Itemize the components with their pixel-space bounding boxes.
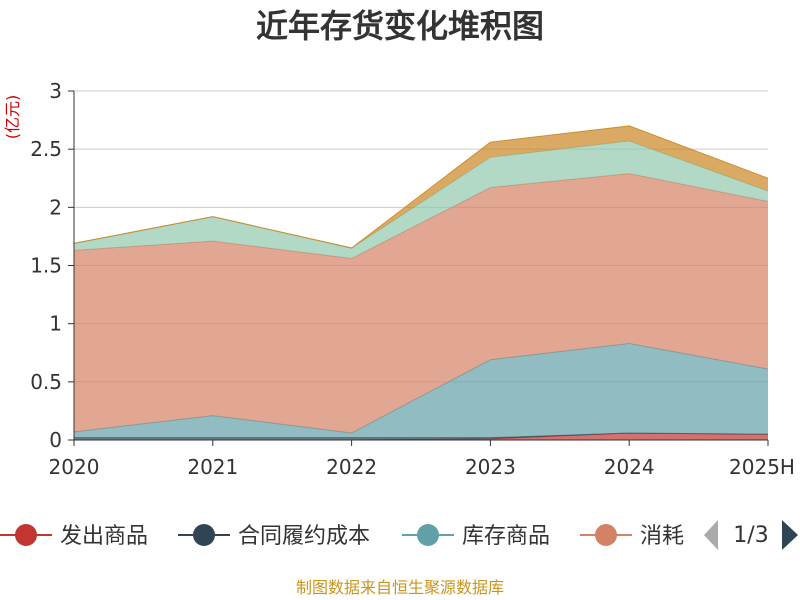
legend-pager: 1/3 <box>704 520 798 550</box>
x-tick-label: 2022 <box>326 455 377 479</box>
y-tick-label: 1 <box>49 312 62 336</box>
area-series-3 <box>74 173 768 434</box>
legend-next-arrow-icon[interactable] <box>782 520 798 550</box>
line-series-5 <box>73 125 769 249</box>
area-series-4 <box>74 141 768 259</box>
y-axis-unit-label: (亿元) <box>3 95 22 140</box>
y-tick-label: 1.5 <box>30 254 62 278</box>
area-series-1 <box>74 433 768 440</box>
legend-label: 合同履约成本 <box>238 524 370 549</box>
axis-layer: 0 0.5 1 1.5 2 2.5 3 2020 2021 2022 2023 2024 2025H <box>30 79 795 479</box>
chart-title: 近年存货变化堆积图 <box>255 7 544 45</box>
legend-page-indicator: 1/3 <box>733 523 768 548</box>
x-tick-label: 2024 <box>604 455 655 479</box>
y-tick-label: 2 <box>49 195 62 219</box>
legend-label: 消耗 <box>640 524 684 549</box>
x-tick-label: 2023 <box>465 455 516 479</box>
x-tick-label: 2020 <box>49 455 100 479</box>
legend-item[interactable]: 消耗 <box>580 524 684 549</box>
y-tick-label: 0.5 <box>30 370 62 394</box>
y-tick-label: 2.5 <box>30 137 62 161</box>
line-series-3 <box>73 173 769 260</box>
area-layer <box>73 125 769 441</box>
legend-item[interactable]: 发出商品 <box>0 524 148 549</box>
legend-prev-arrow-icon[interactable] <box>704 520 718 550</box>
area-series-2 <box>74 343 768 438</box>
y-tick-label: 3 <box>49 79 62 103</box>
legend-marker-icon <box>595 524 617 546</box>
legend-item[interactable]: 合同履约成本 <box>178 524 370 549</box>
legend-label: 发出商品 <box>60 524 148 549</box>
legend-item[interactable]: 库存商品 <box>402 524 550 549</box>
legend-marker-icon <box>417 524 439 546</box>
legend-marker-icon <box>193 524 215 546</box>
y-tick-label: 0 <box>49 428 62 452</box>
legend: 发出商品 合同履约成本 库存商品 消耗 <box>0 524 684 549</box>
legend-marker-icon <box>15 524 37 546</box>
data-source-note: 制图数据来自恒生聚源数据库 <box>295 578 504 597</box>
legend-label: 库存商品 <box>462 524 550 549</box>
x-tick-label: 2025H <box>729 455 795 479</box>
x-tick-label: 2021 <box>187 455 238 479</box>
